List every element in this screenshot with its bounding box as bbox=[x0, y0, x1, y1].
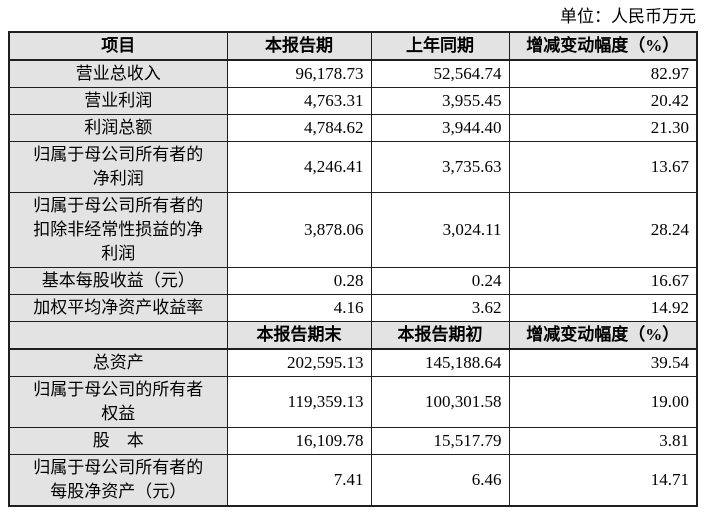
table-row-equity-attributable: 归属于母公司的所有者 权益 119,359.13 100,301.58 19.0… bbox=[8, 376, 698, 428]
col-header-period-begin: 本报告期初 bbox=[370, 321, 510, 350]
current-period-value: 3,878.06 bbox=[226, 192, 372, 268]
col-header-prior-period: 上年同期 bbox=[370, 31, 510, 61]
current-period-value: 4.16 bbox=[226, 294, 372, 322]
row-label: 归属于母公司所有者的 每股净资产（元） bbox=[8, 454, 228, 507]
col-header-change-percent: 增减变动幅度（%） bbox=[508, 321, 698, 350]
table-row-net-profit-excl-nonrecurring: 归属于母公司所有者的 扣除非经常性损益的净 利润 3,878.06 3,024.… bbox=[8, 192, 698, 268]
unit-label: 单位：人民币万元 bbox=[560, 7, 696, 26]
row-label: 利润总额 bbox=[8, 114, 228, 142]
period-end-value: 119,359.13 bbox=[226, 376, 372, 428]
col-header-change-percent: 增减变动幅度（%） bbox=[508, 31, 698, 61]
change-percent-value: 14.92 bbox=[508, 294, 698, 322]
prior-period-value: 52,564.74 bbox=[370, 59, 510, 88]
row-label: 营业利润 bbox=[8, 87, 228, 115]
row-label: 归属于母公司的所有者 权益 bbox=[8, 376, 228, 428]
period-begin-value: 100,301.58 bbox=[370, 376, 510, 428]
prior-period-value: 3,735.63 bbox=[370, 141, 510, 193]
col-header-empty bbox=[8, 321, 228, 350]
table-row-net-assets-per-share: 归属于母公司所有者的 每股净资产（元） 7.41 6.46 14.71 bbox=[8, 454, 698, 507]
period-begin-value: 6.46 bbox=[370, 454, 510, 507]
prior-period-value: 3,944.40 bbox=[370, 114, 510, 142]
table-header-row-balance: 本报告期末 本报告期初 增减变动幅度（%） bbox=[8, 321, 698, 350]
period-end-value: 16,109.78 bbox=[226, 427, 372, 455]
current-period-value: 4,784.62 bbox=[226, 114, 372, 142]
col-header-current-period: 本报告期 bbox=[226, 31, 372, 61]
col-header-item: 项目 bbox=[8, 31, 228, 61]
row-label: 归属于母公司所有者的 扣除非经常性损益的净 利润 bbox=[8, 192, 228, 268]
current-period-value: 4,246.41 bbox=[226, 141, 372, 193]
table-row-share-capital: 股 本 16,109.78 15,517.79 3.81 bbox=[8, 427, 698, 455]
current-period-value: 0.28 bbox=[226, 267, 372, 295]
change-percent-value: 20.42 bbox=[508, 87, 698, 115]
table-row-basic-eps: 基本每股收益（元） 0.28 0.24 16.67 bbox=[8, 267, 698, 295]
period-begin-value: 15,517.79 bbox=[370, 427, 510, 455]
prior-period-value: 3.62 bbox=[370, 294, 510, 322]
row-label: 基本每股收益（元） bbox=[8, 267, 228, 295]
change-percent-value: 13.67 bbox=[508, 141, 698, 193]
change-percent-value: 39.54 bbox=[508, 348, 698, 377]
col-header-period-end: 本报告期末 bbox=[226, 321, 372, 350]
row-label: 营业总收入 bbox=[8, 59, 228, 88]
change-percent-value: 16.67 bbox=[508, 267, 698, 295]
change-percent-value: 28.24 bbox=[508, 192, 698, 268]
change-percent-value: 3.81 bbox=[508, 427, 698, 455]
table-row-total-assets: 总资产 202,595.13 145,188.64 39.54 bbox=[8, 348, 698, 377]
current-period-value: 96,178.73 bbox=[226, 59, 372, 88]
change-percent-value: 19.00 bbox=[508, 376, 698, 428]
row-label: 股 本 bbox=[8, 427, 228, 455]
row-label: 归属于母公司所有者的 净利润 bbox=[8, 141, 228, 193]
table-row-operating-profit: 营业利润 4,763.31 3,955.45 20.42 bbox=[8, 87, 698, 115]
period-begin-value: 145,188.64 bbox=[370, 348, 510, 377]
table-header-row-period: 项目 本报告期 上年同期 增减变动幅度（%） bbox=[8, 31, 698, 61]
table-row-net-profit-attributable: 归属于母公司所有者的 净利润 4,246.41 3,735.63 13.67 bbox=[8, 141, 698, 193]
change-percent-value: 21.30 bbox=[508, 114, 698, 142]
prior-period-value: 0.24 bbox=[370, 267, 510, 295]
table-row-weighted-avg-roe: 加权平均净资产收益率 4.16 3.62 14.92 bbox=[8, 294, 698, 322]
financial-summary-table: 项目 本报告期 上年同期 增减变动幅度（%） 营业总收入 96,178.73 5… bbox=[8, 31, 698, 507]
table-row-total-revenue: 营业总收入 96,178.73 52,564.74 82.97 bbox=[8, 59, 698, 88]
table-row-total-profit: 利润总额 4,784.62 3,944.40 21.30 bbox=[8, 114, 698, 142]
current-period-value: 4,763.31 bbox=[226, 87, 372, 115]
period-end-value: 202,595.13 bbox=[226, 348, 372, 377]
row-label: 加权平均净资产收益率 bbox=[8, 294, 228, 322]
change-percent-value: 14.71 bbox=[508, 454, 698, 507]
change-percent-value: 82.97 bbox=[508, 59, 698, 88]
prior-period-value: 3,024.11 bbox=[370, 192, 510, 268]
row-label: 总资产 bbox=[8, 348, 228, 377]
prior-period-value: 3,955.45 bbox=[370, 87, 510, 115]
period-end-value: 7.41 bbox=[226, 454, 372, 507]
